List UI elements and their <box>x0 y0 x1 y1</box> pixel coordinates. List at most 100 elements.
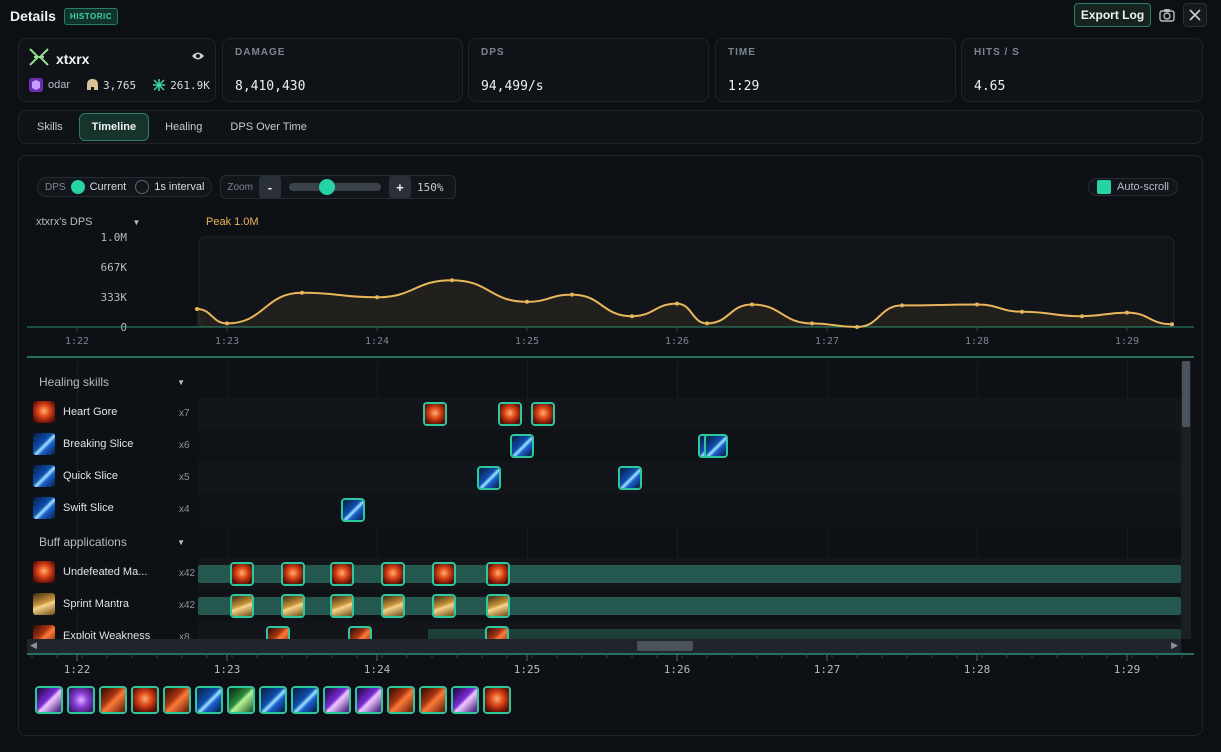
skill-icon <box>342 500 363 520</box>
guild-name: odar <box>48 79 71 91</box>
skill-event-marker[interactable] <box>486 562 510 586</box>
skill-icon <box>282 564 303 584</box>
dps-point <box>375 295 379 300</box>
skill-event-marker[interactable] <box>330 562 354 586</box>
zoom-slider-knob[interactable] <box>319 179 336 195</box>
skill-slot[interactable] <box>163 686 191 714</box>
skill-label: Breaking Slice <box>63 438 134 450</box>
zoom-in-button[interactable]: + <box>388 176 411 198</box>
skill-event-marker[interactable] <box>432 562 456 586</box>
skill-icon <box>282 596 303 616</box>
tab-dps-over-time[interactable]: DPS Over Time <box>230 121 307 133</box>
skill-slot[interactable] <box>259 686 287 714</box>
skill-event-marker[interactable] <box>531 402 555 426</box>
skill-event-marker[interactable] <box>381 594 405 618</box>
axis-tick-label: 1:26 <box>664 663 691 676</box>
skill-event-marker[interactable] <box>477 466 501 490</box>
dps-point <box>750 302 754 307</box>
class-icon <box>29 48 49 66</box>
autoscroll-label: Auto-scroll <box>1117 181 1169 193</box>
skill-event-marker[interactable] <box>498 402 522 426</box>
export-log-button[interactable]: Export Log <box>1074 3 1151 27</box>
hits-label: HITS / S <box>974 47 1020 58</box>
skill-row: Undefeated Ma... x42 <box>27 558 1181 590</box>
skill-event-marker[interactable] <box>381 562 405 586</box>
skill-row: Sprint Mantra x42 <box>27 590 1181 622</box>
skill-slot[interactable] <box>99 686 127 714</box>
dps-point <box>810 321 814 326</box>
combat-power: 261.9K <box>170 78 210 92</box>
skill-icon <box>453 688 477 712</box>
tab-skills[interactable]: Skills <box>37 121 63 133</box>
autoscroll-checkbox[interactable] <box>1097 180 1112 194</box>
skill-event-marker[interactable] <box>486 594 510 618</box>
skill-icon <box>332 596 352 616</box>
dps-series-selector[interactable]: xtxrx's DPS ▼ <box>36 216 140 228</box>
skill-count: x5 <box>179 472 190 483</box>
skill-slot[interactable] <box>451 686 479 714</box>
tab-bar: Skills Timeline Healing DPS Over Time <box>18 110 1203 144</box>
skill-icon <box>479 468 499 488</box>
skill-icon <box>434 564 454 584</box>
skill-icon <box>488 596 508 616</box>
skill-slot[interactable] <box>131 686 159 714</box>
skill-slot[interactable] <box>419 686 447 714</box>
dps-point <box>450 278 454 283</box>
skill-slot[interactable] <box>35 686 63 714</box>
skill-event-marker[interactable] <box>432 594 456 618</box>
dps-area <box>197 280 1172 327</box>
close-button[interactable] <box>1183 3 1207 27</box>
skill-event-marker[interactable] <box>510 434 534 458</box>
skill-slot[interactable] <box>483 686 511 714</box>
skill-icon <box>332 564 352 584</box>
skill-slot[interactable] <box>323 686 351 714</box>
skill-event-marker[interactable] <box>229 562 254 586</box>
skill-event-marker[interactable] <box>330 594 354 618</box>
section-header[interactable]: Healing skills ▼ <box>27 366 185 398</box>
skill-icon <box>231 564 252 584</box>
skill-icon <box>533 404 553 424</box>
skill-row: Swift Slice x4 <box>27 494 1181 526</box>
skill-name: Swift Slice <box>33 497 173 519</box>
skill-slot[interactable] <box>291 686 319 714</box>
eye-icon[interactable] <box>191 51 205 61</box>
horizontal-scroll-thumb[interactable] <box>637 641 693 651</box>
skill-slot[interactable] <box>355 686 383 714</box>
skill-slot[interactable] <box>67 686 95 714</box>
scroll-right-icon[interactable]: ▶ <box>1171 640 1178 650</box>
horizontal-scrollbar[interactable]: ◀ ▶ <box>27 639 1181 653</box>
zoom-out-button[interactable]: - <box>258 176 281 198</box>
skill-slot[interactable] <box>387 686 415 714</box>
tab-timeline[interactable]: Timeline <box>78 113 150 141</box>
skill-icon <box>261 688 285 712</box>
skill-event-marker[interactable] <box>280 562 305 586</box>
current-radio[interactable] <box>70 180 85 194</box>
skill-event-marker[interactable] <box>423 402 447 426</box>
vertical-scroll-thumb[interactable] <box>1182 361 1190 427</box>
interval-radio[interactable] <box>135 180 150 194</box>
vertical-scrollbar[interactable] <box>1181 361 1191 639</box>
chevron-down-icon: ▼ <box>177 377 185 387</box>
skill-event-marker[interactable] <box>229 594 254 618</box>
x-tick-label: 1:23 <box>215 336 239 347</box>
skill-event-marker[interactable] <box>703 434 728 458</box>
skill-label: Heart Gore <box>63 406 118 418</box>
skill-slot[interactable] <box>195 686 223 714</box>
camera-icon <box>1159 9 1175 22</box>
autoscroll-toggle[interactable]: Auto-scroll <box>1088 178 1178 196</box>
section-header[interactable]: Buff applications ▼ <box>27 526 185 558</box>
zoom-group: Zoom - + 150% <box>220 175 457 199</box>
tab-healing[interactable]: Healing <box>165 121 203 133</box>
time-label: TIME <box>728 47 756 58</box>
dps-point <box>705 321 709 326</box>
skill-slot[interactable] <box>227 686 255 714</box>
skill-event-marker[interactable] <box>280 594 305 618</box>
screenshot-button[interactable] <box>1156 5 1178 25</box>
skill-event-marker[interactable] <box>340 498 365 522</box>
dps-value: 94,499/s <box>481 79 544 94</box>
player-meta: odar 3,765 261.9K <box>28 77 210 93</box>
skill-event-marker[interactable] <box>618 466 642 490</box>
scroll-left-icon[interactable]: ◀ <box>30 640 37 650</box>
skill-timeline: Healing skills ▼ Heart Gore x7 Breaking S… <box>19 361 1202 654</box>
zoom-slider[interactable] <box>288 179 381 195</box>
